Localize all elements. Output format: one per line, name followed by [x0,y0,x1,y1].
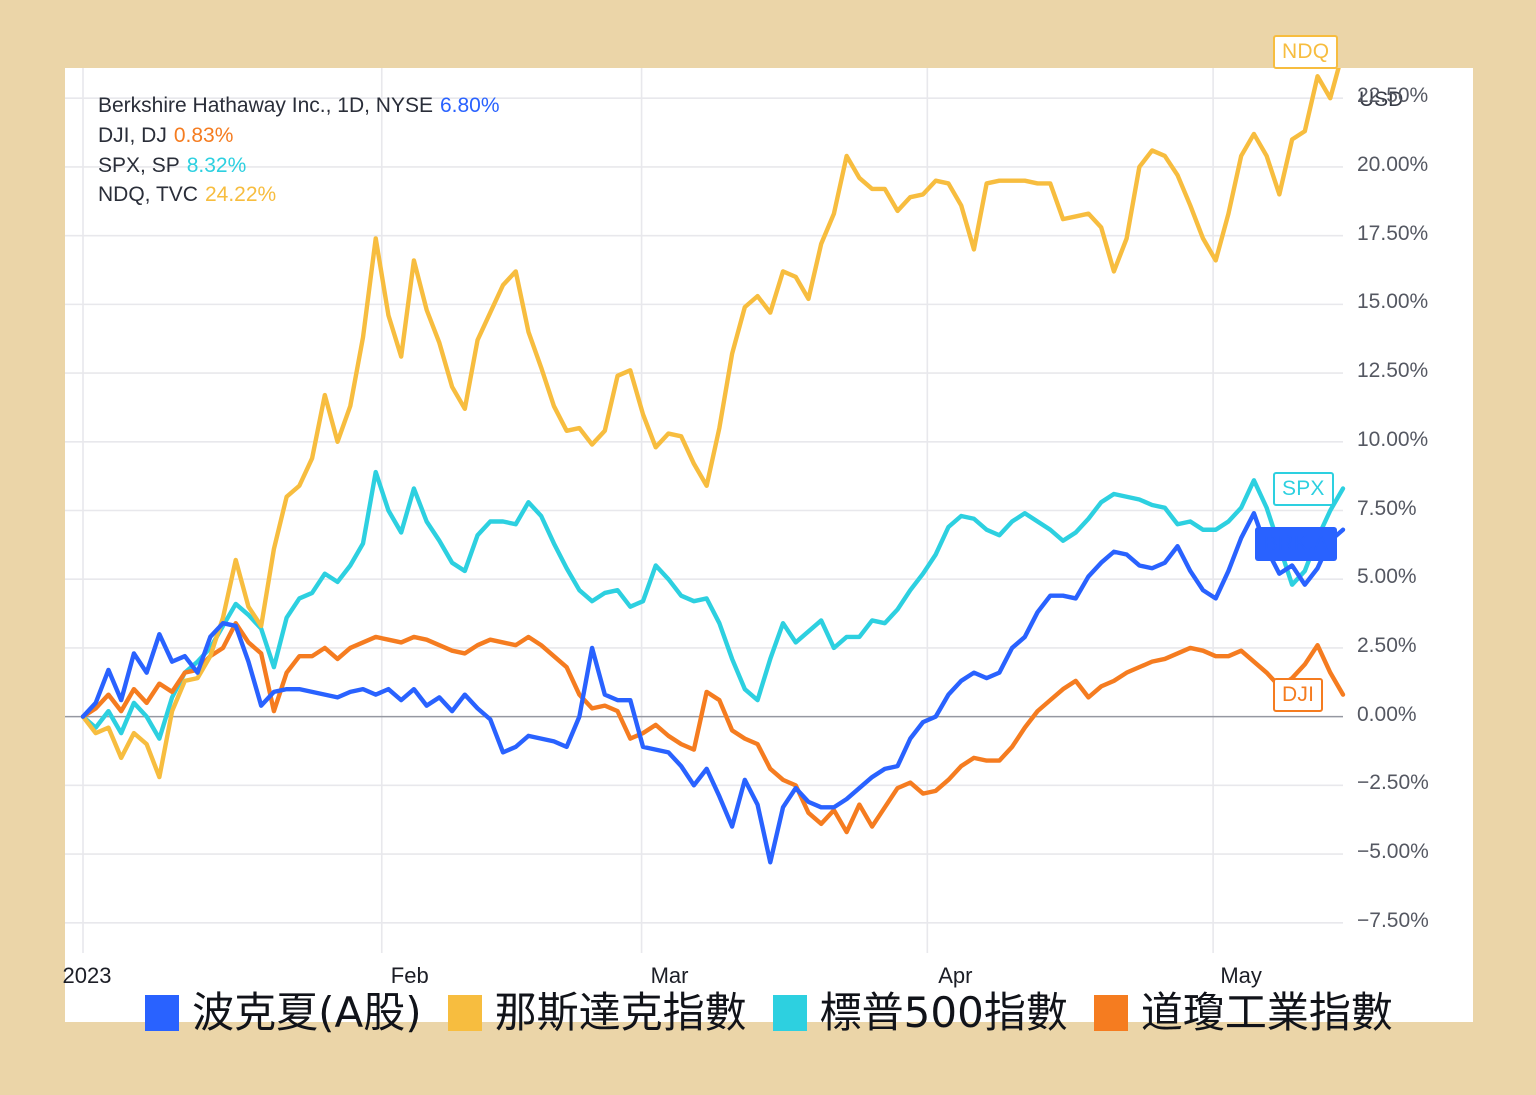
legend-color-swatch [145,994,180,1031]
legend-color-swatch [1093,994,1128,1031]
chart-plot-area[interactable]: Berkshire Hathaway Inc., 1D, NYSE 6.80% DJ… [65,34,1473,953]
legend-color-swatch [772,994,807,1031]
price-tag-dji[interactable]: DJI [1273,677,1324,712]
x-axis-tick-label: Feb [390,963,429,988]
bottom-legend: 波克夏(A股) 那斯達克指數 標普500指數 道瓊工業指數 [65,991,1473,1033]
legend-item-label: 標普500指數 [819,987,1068,1037]
x-axis-tick-label: Apr [938,963,973,988]
price-tag-brk-a[interactable]: BRK.A [1255,526,1338,561]
x-axis[interactable]: 2023 Feb Mar Apr May [62,953,1473,1003]
legend-item-label: 那斯達克指數 [494,987,747,1037]
legend-item[interactable]: 波克夏(A股) [145,987,422,1037]
legend-item[interactable]: 那斯達克指數 [447,987,747,1037]
price-tag-spx[interactable]: SPX [1273,471,1334,506]
x-axis-tick-label: Mar [650,963,689,988]
legend-item[interactable]: 道瓊工業指數 [1093,987,1393,1037]
legend-item-label: 波克夏(A股) [192,987,422,1037]
price-chart-svg[interactable] [65,68,1473,953]
legend-item-label: 道瓊工業指數 [1140,987,1393,1037]
horizontal-gridlines [65,97,1343,924]
price-tag-ndq[interactable]: NDQ [1273,34,1339,69]
legend-item[interactable]: 標普500指數 [772,987,1068,1037]
series-lines [80,68,1346,865]
chart-card: Berkshire Hathaway Inc., 1D, NYSE 6.80% DJ… [62,34,1473,1033]
legend-color-swatch [447,994,482,1031]
x-axis-tick-label: 2023 [62,963,112,988]
vertical-gridlines [82,68,1214,953]
x-axis-tick-label: May [1220,963,1262,988]
